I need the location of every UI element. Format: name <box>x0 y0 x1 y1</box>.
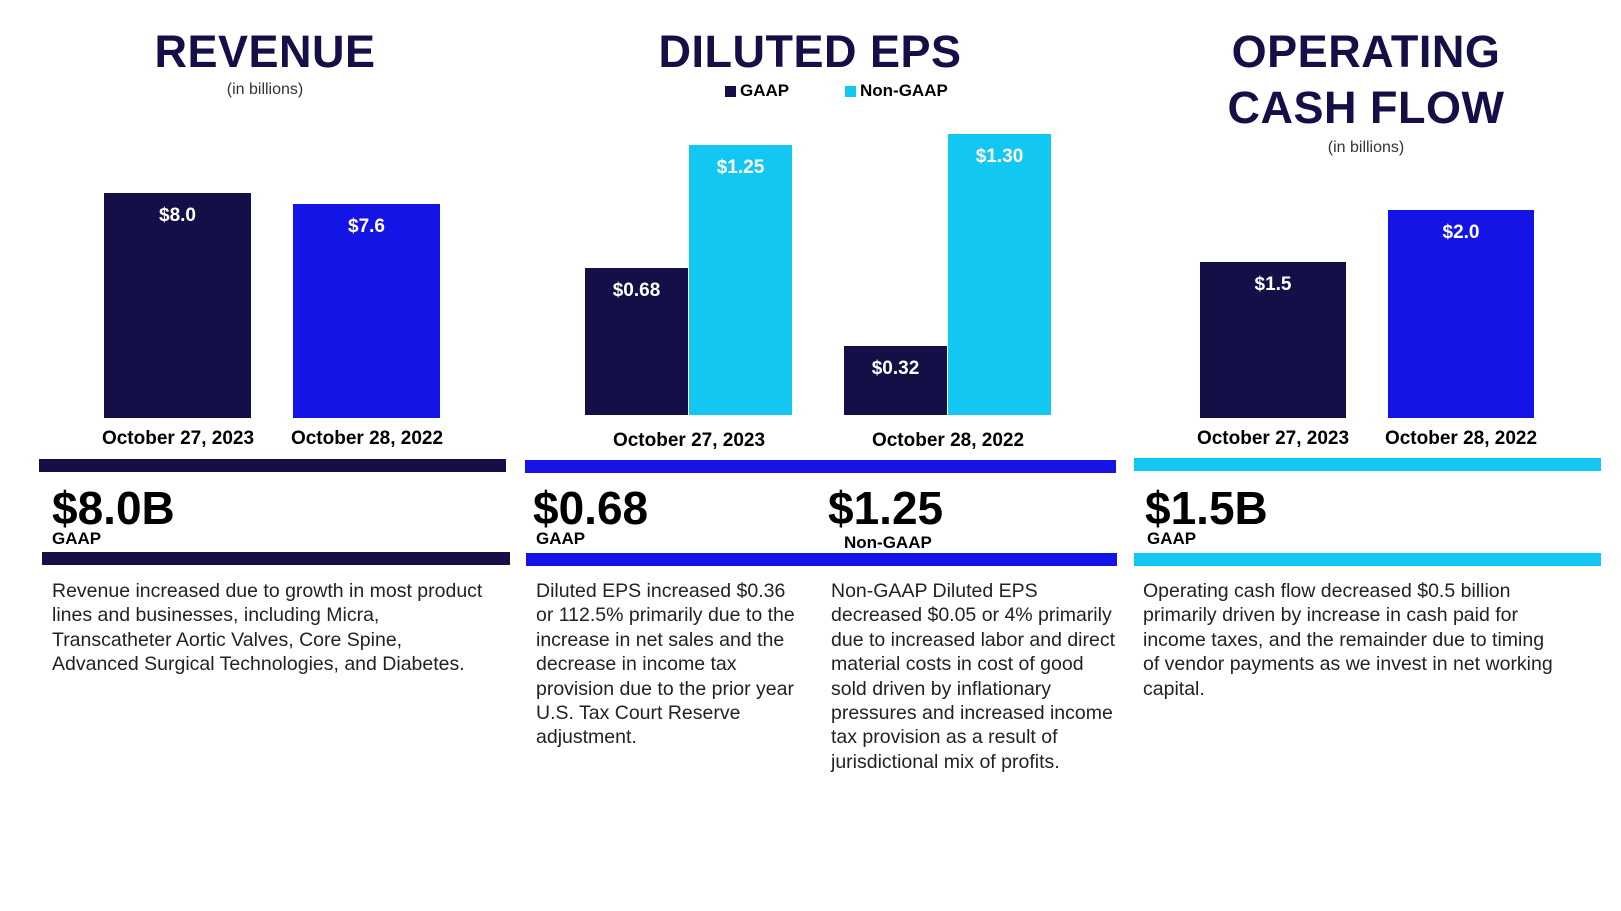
x-label: October 27, 2023 <box>1196 428 1350 449</box>
eps-nongaap-tag: Non-GAAP <box>844 533 932 552</box>
data-label: $1.5 <box>1254 274 1292 295</box>
revenue-bar: $8.0 <box>104 193 251 418</box>
ocf-description: Operating cash flow decreased $0.5 billi… <box>1143 580 1553 700</box>
data-label: $2.0 <box>1442 222 1480 243</box>
revenue-description: Revenue increased due to growth in most … <box>52 580 483 676</box>
data-label: $0.68 <box>612 280 661 302</box>
revenue-value: $8.0B <box>52 482 175 534</box>
data-label: $1.25 <box>716 157 765 178</box>
eps-gaap-value: $0.68 <box>533 482 649 534</box>
x-label: October 28, 2022 <box>871 430 1025 451</box>
data-label: $0.32 <box>871 357 920 379</box>
eps-bar-gaap: $0.32 <box>844 345 947 415</box>
divider <box>1134 458 1601 471</box>
x-label: October 27, 2023 <box>101 428 255 449</box>
divider <box>1134 553 1601 566</box>
legend-swatch-gaap <box>725 85 736 97</box>
revenue-title: REVENUE <box>154 26 376 77</box>
ocf-bar: $2.0 <box>1388 210 1534 418</box>
eps-bar-gaap: $0.68 <box>585 268 688 415</box>
ocf-value: $1.5B <box>1145 482 1268 534</box>
legend-nongaap: Non-GAAP <box>845 81 948 101</box>
eps-bar-nongaap: $1.25 <box>689 145 792 415</box>
eps-title: DILUTED EPS <box>658 26 962 77</box>
legend-label: Non-GAAP <box>860 81 948 100</box>
divider <box>42 552 510 565</box>
revenue-subtitle: (in billions) <box>226 81 304 98</box>
ocf-tag: GAAP <box>1147 529 1197 548</box>
legend-label: GAAP <box>740 81 790 100</box>
x-label: October 28, 2022 <box>290 428 444 449</box>
ocf-subtitle: (in billions) <box>1327 139 1405 156</box>
ocf-title-line: OPERATING <box>1231 26 1501 77</box>
divider <box>39 459 506 472</box>
divider <box>525 460 1116 473</box>
data-label: $7.6 <box>348 216 385 238</box>
legend-gaap: GAAP <box>725 81 789 101</box>
eps-gaap-tag: GAAP <box>536 529 586 548</box>
eps-bar-nongaap: $1.30 <box>948 134 1051 415</box>
revenue-tag: GAAP <box>52 529 102 548</box>
x-label: October 28, 2022 <box>1384 428 1538 449</box>
x-label: October 27, 2023 <box>612 430 766 451</box>
data-label: $1.30 <box>975 146 1024 168</box>
legend-swatch-nongaap <box>845 85 856 97</box>
eps-nongaap-value: $1.25 <box>828 482 944 534</box>
revenue-bar: $7.6 <box>293 204 440 418</box>
ocf-title: OPERATING CASH FLOW <box>1166 24 1566 136</box>
data-label: $8.0 <box>159 205 196 227</box>
eps-nongaap-description: Non-GAAP Diluted EPS decreased $0.05 or … <box>831 580 1116 773</box>
ocf-bar: $1.5 <box>1200 262 1346 418</box>
eps-gaap-description: Diluted EPS increased $0.36 or 112.5% pr… <box>536 580 795 749</box>
divider <box>526 553 1117 566</box>
ocf-title-line: CASH FLOW <box>1227 82 1505 133</box>
